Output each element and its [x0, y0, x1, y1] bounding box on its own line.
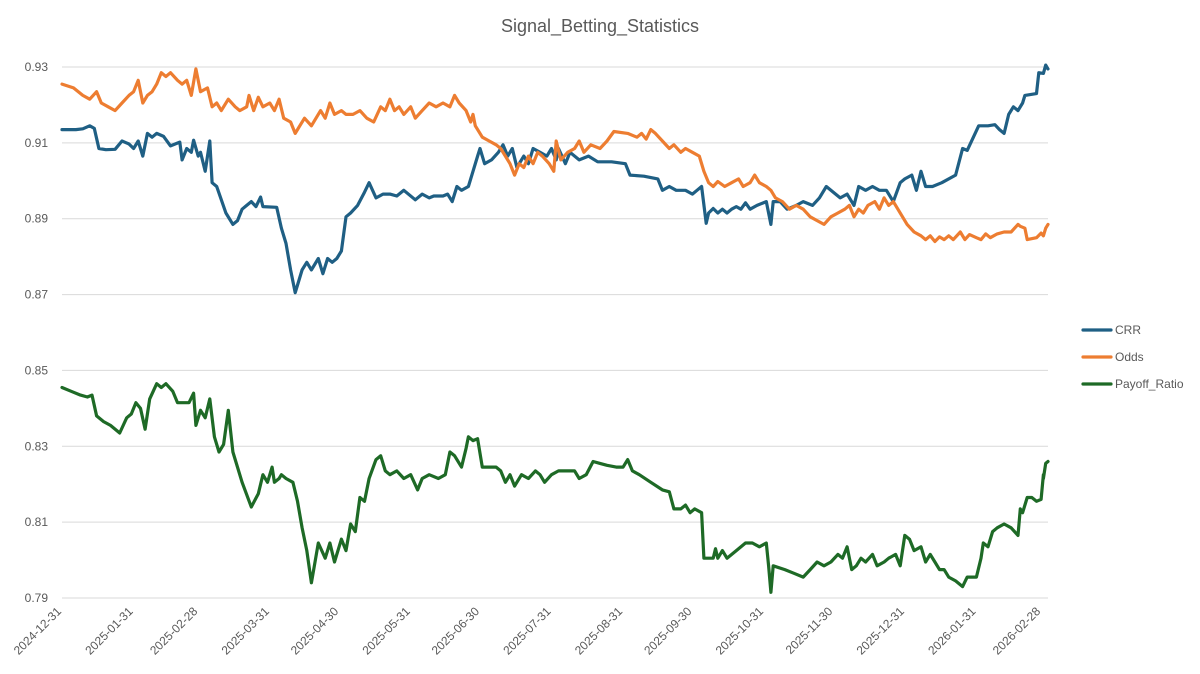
- x-tick-label: 2025-02-28: [147, 604, 201, 658]
- legend-item-payoff-ratio: Payoff_Ratio: [1081, 377, 1184, 391]
- x-tick-label: 2025-08-31: [572, 604, 626, 658]
- y-tick-label: 0.83: [25, 439, 49, 453]
- y-tick-label: 0.79: [25, 591, 49, 605]
- x-tick-label: 2025-05-31: [359, 604, 413, 658]
- series-line-odds: [60, 67, 1050, 244]
- series-lines: [60, 63, 1050, 594]
- x-tick-label: 2025-09-30: [641, 604, 695, 658]
- chart-title: Signal_Betting_Statistics: [501, 16, 699, 37]
- gridlines: [62, 66, 1048, 599]
- legend-item-odds: Odds: [1081, 350, 1144, 364]
- y-tick-label: 0.89: [25, 212, 49, 226]
- y-tick-label: 0.85: [25, 363, 49, 377]
- legend-label: Odds: [1115, 350, 1144, 364]
- legend-label: CRR: [1115, 323, 1141, 337]
- series-line-crr: [60, 63, 1050, 295]
- y-axis-tick-labels: 0.79 0.81 0.83 0.85 0.87 0.89 0.91 0.93: [25, 60, 49, 605]
- y-tick-label: 0.87: [25, 288, 49, 302]
- legend: CRR Odds Payoff_Ratio: [1081, 323, 1184, 391]
- x-tick-label: 2025-12-31: [854, 604, 908, 658]
- y-tick-label: 0.93: [25, 60, 49, 74]
- x-tick-label: 2025-04-30: [288, 604, 342, 658]
- x-tick-label: 2025-10-31: [713, 604, 767, 658]
- x-tick-label: 2025-06-30: [429, 604, 483, 658]
- x-tick-label: 2026-02-28: [990, 604, 1044, 658]
- legend-item-crr: CRR: [1081, 323, 1141, 337]
- x-tick-label: 2025-03-31: [219, 604, 273, 658]
- y-tick-label: 0.91: [25, 136, 49, 150]
- series-line-payoff-ratio: [60, 382, 1050, 594]
- x-tick-label: 2025-01-31: [82, 604, 136, 658]
- x-tick-label: 2024-12-31: [11, 604, 65, 658]
- x-axis-tick-labels: 2024-12-31 2025-01-31 2025-02-28 2025-03-31…: [11, 604, 1044, 658]
- legend-label: Payoff_Ratio: [1115, 377, 1184, 391]
- y-tick-label: 0.81: [25, 515, 49, 529]
- x-tick-label: 2025-07-31: [500, 604, 554, 658]
- x-tick-label: 2025-11-30: [783, 604, 836, 657]
- x-tick-label: 2026-01-31: [925, 604, 979, 658]
